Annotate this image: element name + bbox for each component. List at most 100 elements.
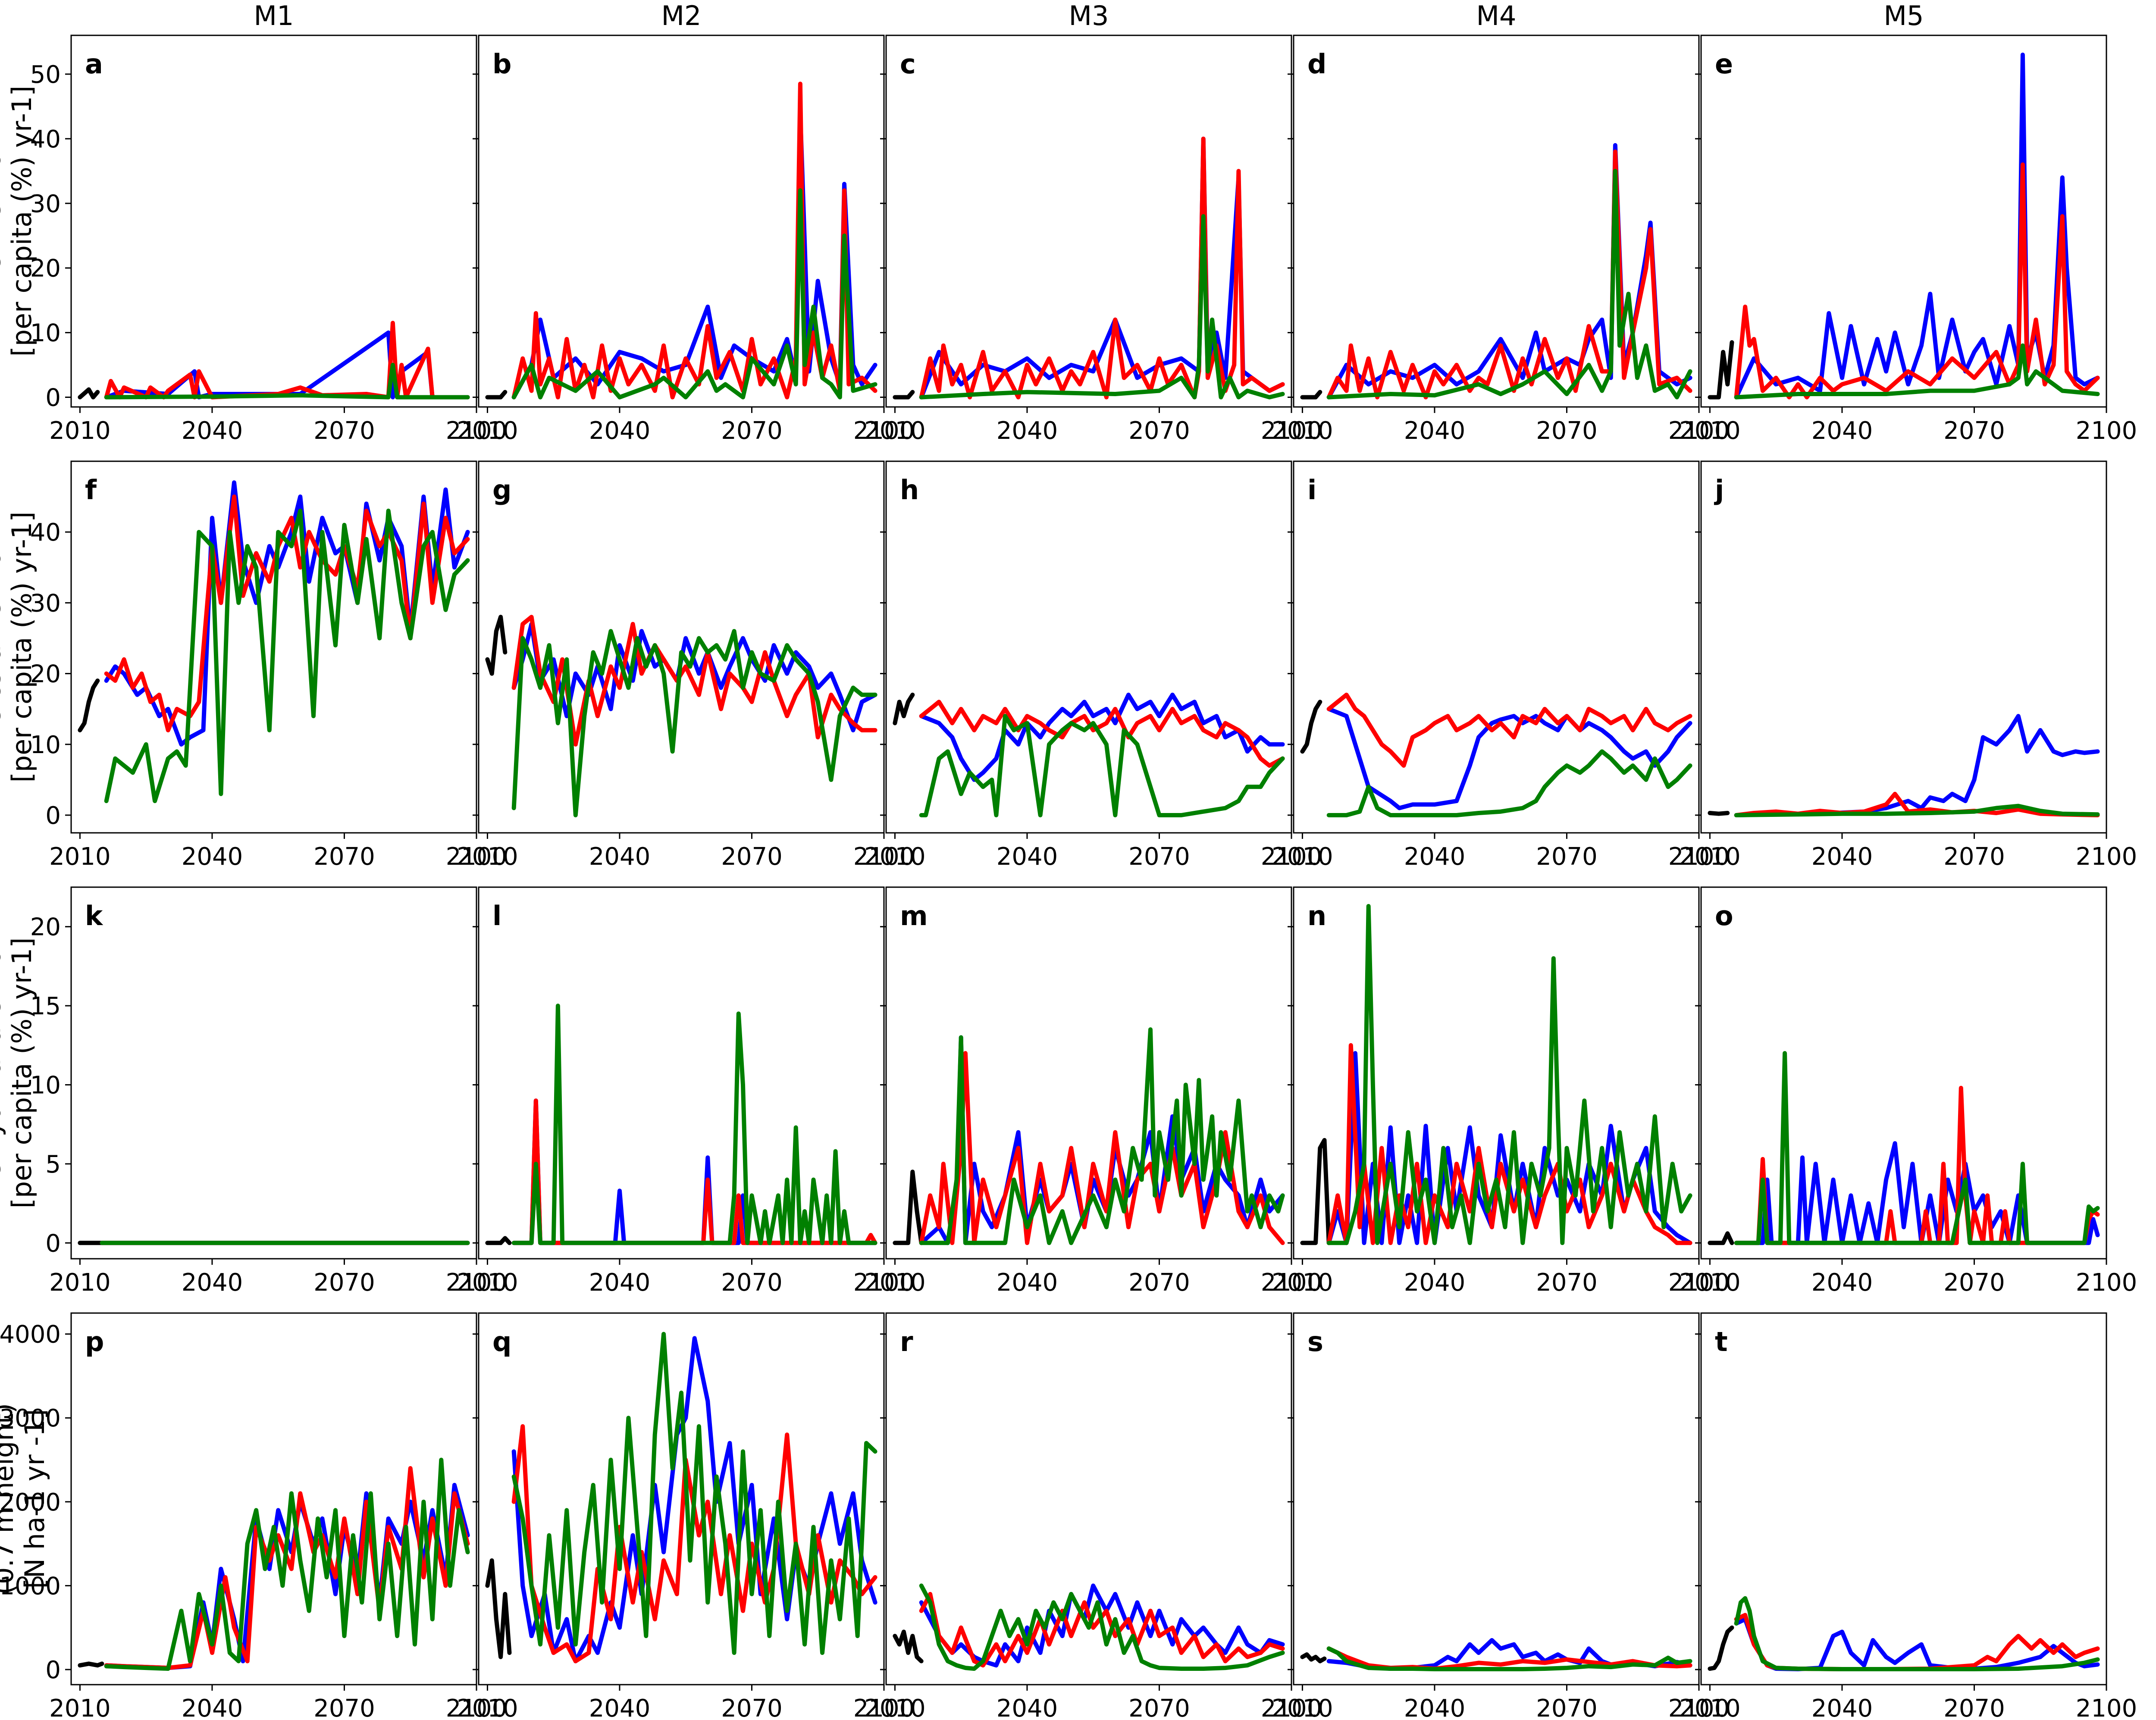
panel-m-series-historical <box>893 1170 924 1245</box>
panel-a-series-blue <box>104 330 470 400</box>
panel-o-xtick-label-2010: 2010 <box>1679 1269 1741 1297</box>
panel-j-series-blue <box>1734 714 2100 817</box>
panel-o-xtick-label-2100: 2100 <box>2076 1269 2137 1297</box>
panel-c-series-historical <box>893 390 915 400</box>
panel-b-frame <box>478 34 885 408</box>
panel-q-series-historical <box>485 1558 512 1659</box>
panel-j-xtick-label-2010: 2010 <box>1679 843 1741 871</box>
panel-q-xtick-label-2100: 2100 <box>853 1695 915 1720</box>
panel-o-series-green <box>1734 1051 2100 1245</box>
panel-h-letter: h <box>900 474 919 506</box>
row-2-ytick-label-10: 10 <box>30 1072 61 1100</box>
panel-i-xtick-label-2040: 2040 <box>1404 843 1466 871</box>
panel-n-series-red <box>1326 1043 1692 1245</box>
row-1-ylabel-line-1: [per capita (%) yr-1] <box>6 512 38 783</box>
panel-b-xtick-label-2070: 2070 <box>721 417 783 445</box>
panel-g-series-historical <box>485 615 508 676</box>
panel-a-xtick-label-2040: 2040 <box>182 417 243 445</box>
panel-l-series-green <box>511 1004 877 1245</box>
panel-b-series-green <box>511 188 877 400</box>
panel-n-xtick-label-2100: 2100 <box>1668 1269 1730 1297</box>
panel-f-series-historical <box>78 679 100 732</box>
panel-n-xtick-label-2040: 2040 <box>1404 1269 1466 1297</box>
panel-m-xtick-label-2100: 2100 <box>1261 1269 1322 1297</box>
row-3-ytick-label-0: 0 <box>45 1656 61 1684</box>
panel-h-xtick-label-2010: 2010 <box>864 843 926 871</box>
panel-p-series-green <box>104 1457 470 1671</box>
panel-t-xtick-label-2100: 2100 <box>2076 1695 2137 1720</box>
panel-h-series-green <box>919 714 1285 817</box>
panel-p-xtick-label-2010: 2010 <box>49 1695 111 1720</box>
panel-j-xtick-label-2040: 2040 <box>1811 843 1873 871</box>
panel-b-letter: b <box>492 48 511 80</box>
panel-d-xtick-label-2100: 2100 <box>1668 417 1730 445</box>
panel-a-series-green <box>104 363 470 400</box>
row-0-ytick-label-0: 0 <box>45 384 61 412</box>
panel-n-letter: n <box>1307 900 1326 932</box>
panel-t-xtick-label-2040: 2040 <box>1811 1695 1873 1720</box>
panel-j-xtick-label-2070: 2070 <box>1943 843 2005 871</box>
panel-e-letter: e <box>1715 48 1733 80</box>
panel-e-series-historical <box>1708 340 1734 400</box>
row-3-ytick-label-4000: 4000 <box>0 1321 61 1349</box>
panel-s-frame <box>1293 1312 1700 1686</box>
panel-l-series-historical <box>485 1236 512 1245</box>
panel-d-frame <box>1293 34 1700 408</box>
panel-r-frame <box>885 1312 1292 1686</box>
panel-e-xtick-label-2070: 2070 <box>1943 417 2005 445</box>
panel-c-xtick-label-2070: 2070 <box>1128 417 1190 445</box>
panel-o-letter: o <box>1715 900 1733 932</box>
panel-h-xtick-label-2070: 2070 <box>1128 843 1190 871</box>
panel-l-letter: l <box>492 900 501 932</box>
row-1-ytick-label-20: 20 <box>30 660 61 688</box>
panel-d-series-green <box>1326 169 1692 400</box>
panel-d-xtick-label-2070: 2070 <box>1536 417 1598 445</box>
panel-c-letter: c <box>900 48 916 80</box>
panel-j-xtick-label-2100: 2100 <box>2076 843 2137 871</box>
panel-a-letter: a <box>85 48 103 80</box>
panel-i-xtick-label-2100: 2100 <box>1668 843 1730 871</box>
column-title-m5: M5 <box>1884 0 1924 31</box>
panel-s-xtick-label-2100: 2100 <box>1668 1695 1730 1720</box>
panel-q-frame <box>478 1312 885 1686</box>
panel-c-xtick-label-2010: 2010 <box>864 417 926 445</box>
panel-e-series-green <box>1734 343 2100 400</box>
panel-e-frame <box>1700 34 2107 408</box>
row-0-ytick-label-30: 30 <box>30 190 61 218</box>
panel-s-series-green <box>1326 1646 1692 1671</box>
column-title-m2: M2 <box>661 0 702 31</box>
panel-t-frame <box>1700 1312 2107 1686</box>
panel-r-letter: r <box>900 1326 913 1357</box>
row-3-ytick-label-2000: 2000 <box>0 1489 61 1517</box>
row-0-ylabel-line-0: Pine fire mort <box>0 131 6 312</box>
panel-c-series-green <box>919 214 1285 400</box>
panel-j-series-historical <box>1708 811 1730 816</box>
panel-s-xtick-label-2040: 2040 <box>1404 1695 1466 1720</box>
panel-l-xtick-label-2040: 2040 <box>589 1269 651 1297</box>
panel-n-series-historical <box>1300 1138 1331 1245</box>
panel-b-xtick-label-2010: 2010 <box>457 417 518 445</box>
panel-d-letter: d <box>1307 48 1326 80</box>
panel-a-frame <box>70 34 477 408</box>
panel-i-series-blue <box>1326 707 1692 810</box>
panel-n-xtick-label-2070: 2070 <box>1536 1269 1598 1297</box>
panel-t-series-green <box>1734 1596 2100 1671</box>
panel-f-xtick-label-2100: 2100 <box>446 843 508 871</box>
panel-e-xtick-label-2040: 2040 <box>1811 417 1873 445</box>
panel-i-xtick-label-2070: 2070 <box>1536 843 1598 871</box>
panel-g-xtick-label-2100: 2100 <box>853 843 915 871</box>
panel-h-xtick-label-2040: 2040 <box>997 843 1058 871</box>
panel-t-series-red <box>1734 1613 2100 1671</box>
panel-i-letter: i <box>1307 474 1316 506</box>
row-0-ytick-label-40: 40 <box>30 125 61 153</box>
panel-o-series-blue <box>1734 1141 2100 1245</box>
panel-q-xtick-label-2010: 2010 <box>457 1695 518 1720</box>
panel-i-series-green <box>1326 749 1692 817</box>
panel-g-xtick-label-2040: 2040 <box>589 843 651 871</box>
panel-b-xtick-label-2040: 2040 <box>589 417 651 445</box>
panel-p-series-historical <box>78 1661 104 1668</box>
row-3-ytick-label-1000: 1000 <box>0 1572 61 1600</box>
panel-c-xtick-label-2040: 2040 <box>997 417 1058 445</box>
panel-n-xtick-label-2010: 2010 <box>1272 1269 1333 1297</box>
